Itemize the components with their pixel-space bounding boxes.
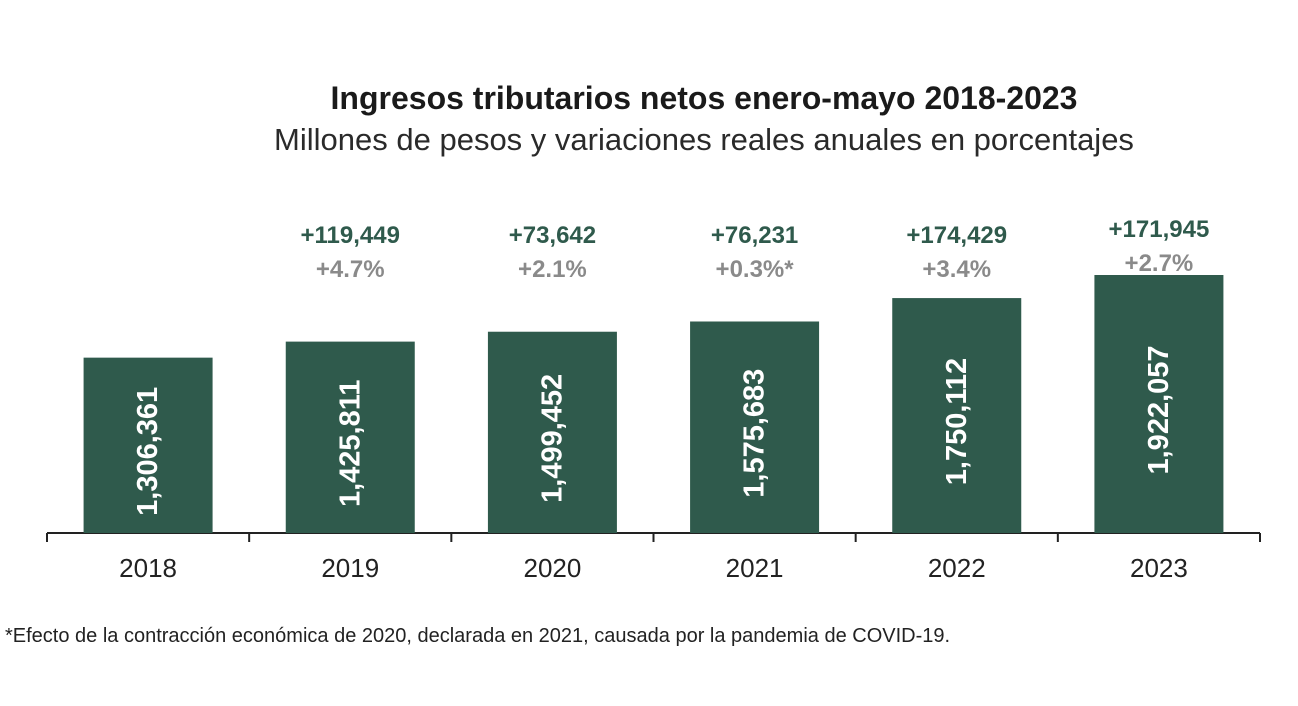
bar-2019 <box>285 341 415 533</box>
bar-2022 <box>892 298 1022 533</box>
x-tick-label-2020: 2020 <box>523 553 581 583</box>
delta-abs-label-2022: +174,429 <box>906 222 1007 249</box>
bar-2018 <box>83 357 213 533</box>
chart-footnote: *Efecto de la contracción económica de 2… <box>5 625 950 647</box>
x-tick-label-2021: 2021 <box>726 553 784 583</box>
delta-pct-label-2021: +0.3%* <box>716 256 795 283</box>
delta-pct-label-2022: +3.4% <box>922 256 991 283</box>
bar-value-label-2018: 1,306,361 <box>132 387 164 516</box>
delta-pct-label-2023: +2.7% <box>1125 250 1194 277</box>
plot-area: 1,306,361 2018 1,425,811 2019 +119,449 +4.7% 1… <box>46 216 1261 583</box>
bar-2021 <box>690 321 820 533</box>
bar-value-label-2022: 1,750,112 <box>941 358 973 485</box>
delta-abs-label-2019: +119,449 <box>301 222 400 249</box>
delta-abs-label-2023: +171,945 <box>1109 216 1210 243</box>
x-tick-label-2022: 2022 <box>928 553 986 583</box>
bar-2023 <box>1094 275 1224 533</box>
bar-value-label-2023: 1,922,057 <box>1143 345 1175 474</box>
bar-value-label-2020: 1,499,452 <box>536 374 568 503</box>
chart-title: Ingresos tributarios netos enero-mayo 20… <box>331 80 1078 116</box>
delta-pct-label-2019: +4.7% <box>316 256 385 283</box>
bar-2020 <box>487 331 617 533</box>
bar-value-label-2019: 1,425,811 <box>334 380 366 507</box>
bar-value-label-2021: 1,575,683 <box>739 369 771 498</box>
x-tick-label-2019: 2019 <box>321 553 379 583</box>
x-tick-label-2018: 2018 <box>119 553 177 583</box>
chart-subtitle: Millones de pesos y variaciones reales a… <box>274 122 1134 157</box>
delta-abs-label-2021: +76,231 <box>711 222 798 249</box>
delta-pct-label-2020: +2.1% <box>518 256 587 283</box>
delta-abs-label-2020: +73,642 <box>509 222 596 249</box>
x-tick-label-2023: 2023 <box>1130 553 1188 583</box>
